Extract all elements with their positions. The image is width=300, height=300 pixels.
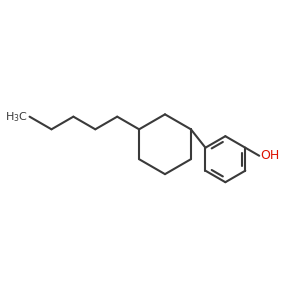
Text: OH: OH [260, 149, 280, 162]
Text: H$_3$C: H$_3$C [5, 110, 28, 124]
